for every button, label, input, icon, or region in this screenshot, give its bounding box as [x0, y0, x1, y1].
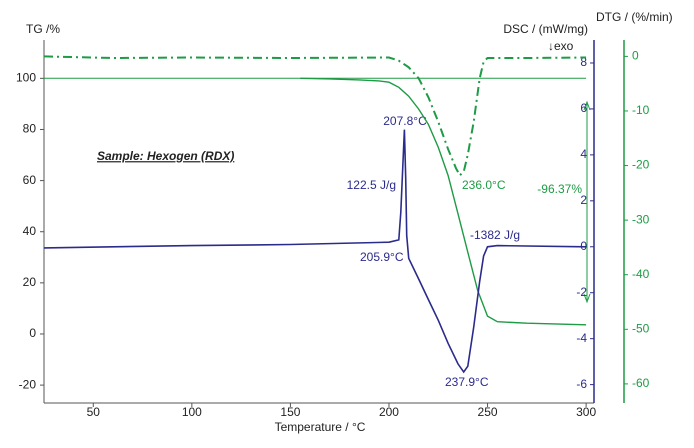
series-line [300, 77, 587, 326]
y2-axis-label: DSC / (mW/mg) [503, 22, 588, 36]
y2-note: ↓exo [548, 39, 574, 53]
y-tick-label: 60 [23, 173, 37, 187]
y2-tick-label: 4 [580, 147, 587, 161]
y2-tick-label: 8 [580, 55, 587, 69]
x-tick-label: 100 [182, 405, 202, 419]
annotation: 122.5 J/g [347, 178, 396, 192]
sample-label: Sample: Hexogen (RDX) [97, 149, 234, 163]
y3-tick-label: 0 [632, 49, 639, 63]
y2-tick-label: -4 [576, 331, 587, 345]
annotation: 237.9°C [445, 375, 489, 389]
y-tick-label: 0 [29, 326, 36, 340]
y3-tick-label: -60 [632, 376, 650, 390]
y3-tick-label: -40 [632, 267, 650, 281]
y3-tick-label: -30 [632, 212, 650, 226]
x-tick-label: 150 [280, 405, 300, 419]
y-tick-label: 40 [23, 224, 37, 238]
y2-tick-label: 6 [580, 101, 587, 115]
annotation: -1382 J/g [470, 228, 520, 242]
y-axis-label: TG /% [26, 22, 60, 36]
arrow-heads [583, 100, 591, 304]
x-tick-label: 250 [478, 405, 498, 419]
y2-tick-label: -6 [576, 377, 587, 391]
y-tick-label: 20 [23, 275, 37, 289]
x-tick-label: 200 [379, 405, 399, 419]
y3-axis-label: DTG / (%/min) [596, 10, 673, 24]
series-line [43, 55, 587, 178]
y-tick-label: 100 [16, 71, 36, 85]
annotation: 236.0°C [462, 178, 506, 192]
annotation: -96.37% [537, 182, 582, 196]
y3-tick-label: -50 [632, 321, 650, 335]
y-tick-label: -20 [19, 377, 37, 391]
y2-tick-label: -2 [576, 285, 587, 299]
annotation: 205.9°C [360, 250, 404, 264]
x-tick-label: 50 [87, 405, 101, 419]
y2-tick-label: 2 [580, 193, 587, 207]
x-axis-label: Temperature / °C [275, 420, 366, 434]
x-tick-label: 300 [576, 405, 596, 419]
annotation: 207.8°C [383, 114, 427, 128]
y2-tick-label: 0 [580, 239, 587, 253]
y3-tick-label: -10 [632, 103, 650, 117]
y-tick-label: 80 [23, 122, 37, 136]
series-line [43, 129, 587, 374]
y3-tick-label: -20 [632, 158, 650, 172]
